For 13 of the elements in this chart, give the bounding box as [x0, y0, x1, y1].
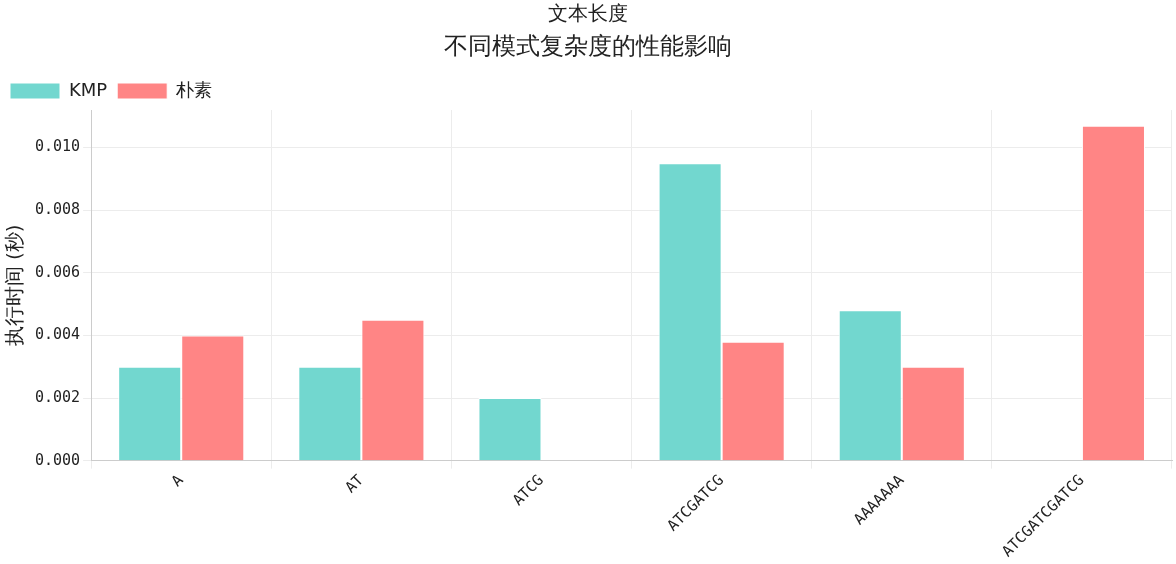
y-tick-label: 0.004	[35, 325, 81, 344]
x-tick-label: AT	[341, 470, 367, 497]
y-tick-label: 0.000	[35, 450, 81, 469]
chart-subtitle: 文本长度	[547, 0, 629, 27]
y-tick-label: 0.002	[35, 387, 81, 406]
y-tick-label: 0.010	[35, 137, 81, 156]
y-axis-title: 执行时间 (秒)	[2, 224, 27, 347]
y-tick-label: 0.008	[35, 200, 81, 219]
x-tick-label: A	[167, 470, 187, 490]
y-tick-label: 0.006	[35, 262, 81, 281]
legend-label: 朴素	[175, 78, 213, 100]
chart-title: 不同模式复杂度的性能影响	[443, 31, 733, 62]
legend-label: KMP	[69, 78, 108, 100]
